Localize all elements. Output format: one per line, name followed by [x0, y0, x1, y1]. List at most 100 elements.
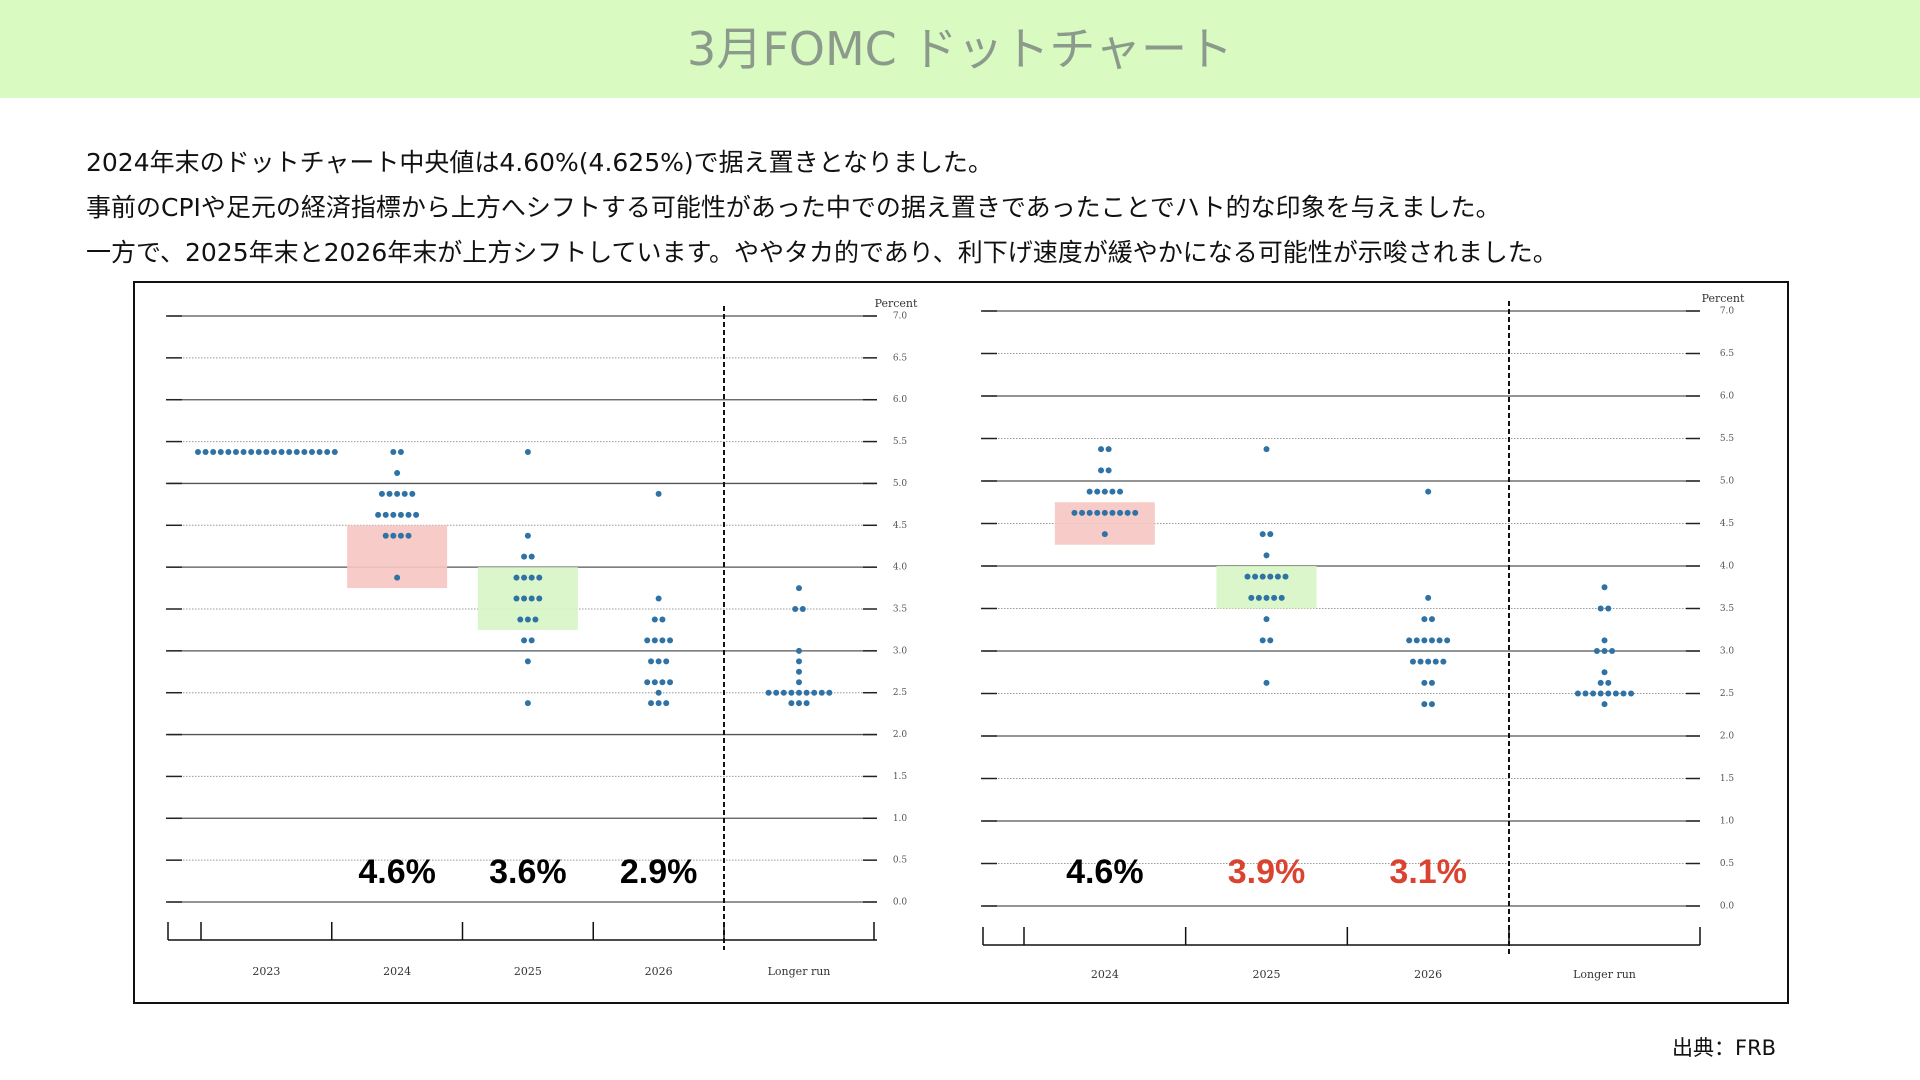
- dot: [1255, 594, 1262, 601]
- median-label: 3.9%: [1228, 853, 1306, 891]
- dot: [1601, 584, 1608, 591]
- y-tick-label: 1.0: [1720, 817, 1735, 827]
- dot: [513, 574, 520, 581]
- dot: [1421, 701, 1428, 708]
- dot: [659, 679, 666, 686]
- dot: [796, 689, 802, 696]
- dot: [316, 449, 323, 456]
- y-tick-label: 2.5: [893, 688, 908, 698]
- dot: [1259, 573, 1266, 580]
- dot: [1605, 679, 1612, 686]
- dot: [405, 511, 412, 518]
- dot: [1101, 509, 1108, 516]
- dot: [651, 616, 658, 623]
- dot: [651, 637, 658, 644]
- y-tick-label: 5.0: [1720, 477, 1735, 487]
- dot: [663, 700, 670, 707]
- y-tick-label: 1.0: [893, 814, 908, 824]
- dot: [1109, 509, 1116, 516]
- dot: [773, 689, 780, 696]
- y-tick-label: 6.5: [1720, 349, 1735, 359]
- x-tick-label: Longer run: [768, 965, 831, 978]
- dot: [1267, 637, 1274, 644]
- dot: [1601, 701, 1608, 708]
- dot: [1601, 648, 1608, 654]
- description: 2024年末のドットチャート中央値は4.60%(4.625%)で据え置きとなりま…: [86, 140, 1558, 275]
- dot: [1440, 658, 1447, 665]
- dot: [1263, 446, 1270, 453]
- dot: [811, 689, 818, 696]
- highlight: [1054, 502, 1155, 545]
- dot: [528, 595, 535, 602]
- dot: [1252, 573, 1259, 580]
- dot: [536, 595, 543, 602]
- dot: [1086, 488, 1093, 495]
- dot: [1109, 488, 1116, 495]
- dot: [394, 574, 401, 581]
- highlight: [1216, 566, 1317, 609]
- dot: [655, 490, 662, 497]
- median-label: 2.9%: [620, 853, 698, 891]
- y-tick-label: 0.0: [1720, 902, 1735, 912]
- dot: [521, 553, 528, 560]
- y-tick-label: 6.0: [1720, 392, 1735, 402]
- dot: [524, 658, 531, 665]
- dot: [648, 658, 655, 665]
- dot: [1421, 679, 1428, 686]
- dot: [1593, 648, 1600, 654]
- dot: [1406, 637, 1413, 644]
- dot: [1282, 573, 1289, 580]
- x-tick-label: Longer run: [1573, 968, 1636, 981]
- dot: [301, 449, 308, 456]
- y-tick-label: 4.0: [1720, 562, 1735, 572]
- dot: [401, 490, 408, 497]
- median-label: 4.6%: [1066, 853, 1144, 891]
- header: 3月FOMC ドットチャート: [0, 0, 1920, 98]
- y-tick-label: 7.0: [1720, 307, 1735, 317]
- dot: [1444, 637, 1451, 644]
- source: 出典：FRB: [1672, 1036, 1777, 1060]
- dot: [263, 449, 270, 456]
- dot: [1244, 573, 1251, 580]
- dot: [394, 469, 401, 476]
- x-tick-label: 2024: [1091, 968, 1119, 981]
- dot: [270, 449, 277, 456]
- x-tick-label: 2025: [1253, 968, 1281, 981]
- dot: [799, 606, 806, 612]
- dot: [1417, 658, 1424, 665]
- dot: [394, 490, 401, 497]
- dot: [521, 637, 528, 644]
- dot: [796, 700, 802, 707]
- dot: [286, 449, 293, 456]
- dot: [1597, 605, 1604, 612]
- dot: [826, 689, 833, 696]
- dot: [818, 689, 825, 696]
- y-tick-label: 4.0: [893, 563, 908, 573]
- dot: [1601, 669, 1608, 676]
- y-tick-label: 3.0: [1720, 647, 1735, 657]
- y-axis-label: Percent: [1702, 292, 1745, 305]
- dot: [390, 449, 397, 456]
- dot: [293, 449, 300, 456]
- dot: [667, 679, 674, 686]
- dot: [1117, 509, 1124, 516]
- dot: [1428, 701, 1435, 708]
- dot: [524, 616, 531, 623]
- dot: [375, 511, 382, 518]
- dot: [1117, 488, 1124, 495]
- dot: [1612, 690, 1619, 697]
- dot: [655, 689, 662, 696]
- y-tick-label: 2.5: [1720, 689, 1735, 699]
- dot: [1086, 509, 1093, 516]
- dot: [528, 553, 535, 560]
- y-tick-label: 1.5: [893, 772, 908, 782]
- dot: [1105, 467, 1112, 474]
- x-tick-label: 2026: [1414, 968, 1442, 981]
- dot: [217, 449, 224, 456]
- dot: [240, 449, 247, 456]
- title: 3月FOMC ドットチャート: [687, 22, 1233, 76]
- dot: [225, 449, 232, 456]
- dot: [210, 449, 217, 456]
- dot: [1263, 679, 1270, 686]
